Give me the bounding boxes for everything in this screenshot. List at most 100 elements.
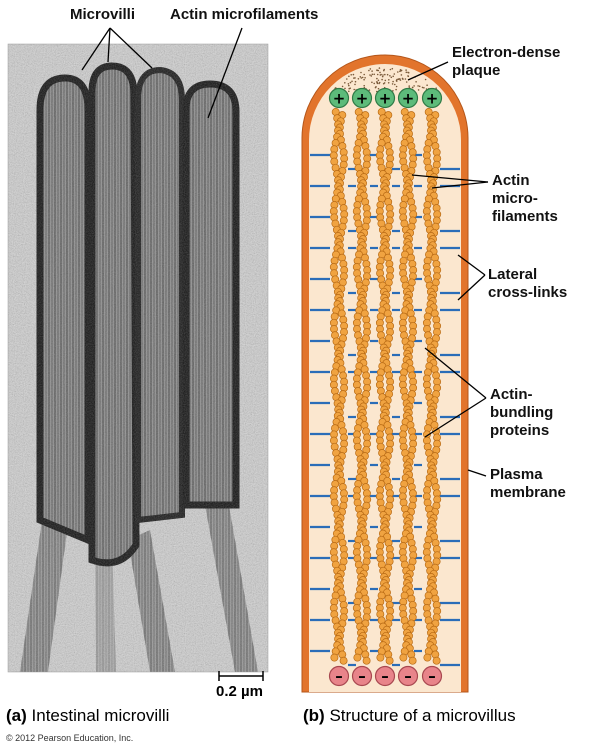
label-crosslinks-line1: Lateral bbox=[488, 266, 538, 283]
plaque-dot bbox=[371, 73, 374, 76]
actin-microfilaments bbox=[329, 108, 442, 665]
leader-lines-b bbox=[407, 61, 489, 477]
label-actin-microfilaments-a: Actin microfilaments bbox=[170, 6, 319, 23]
plaque-dot bbox=[361, 76, 364, 79]
micrograph bbox=[8, 44, 268, 672]
minus-cap-circle bbox=[351, 665, 373, 687]
plaque-dot bbox=[415, 81, 417, 83]
plaque-dot bbox=[399, 70, 401, 73]
label-microvilli: Microvilli bbox=[70, 6, 136, 23]
label-electron-dense-plaque: Electron-dense plaque bbox=[452, 44, 560, 80]
minus-end-caps: – – – – – bbox=[328, 665, 443, 687]
plaque-dot bbox=[391, 83, 394, 85]
plaque-dot bbox=[399, 79, 402, 81]
label-actin-line1: Actin bbox=[492, 172, 530, 189]
plaque-dot bbox=[348, 75, 350, 78]
plaque-dot bbox=[381, 75, 384, 78]
plaque-dot bbox=[344, 87, 346, 90]
plaque-dot bbox=[381, 78, 383, 81]
plaque-dot bbox=[373, 82, 376, 85]
plaque-dot bbox=[407, 75, 410, 78]
plus-end-cap: + bbox=[421, 87, 443, 109]
plaque-dot bbox=[379, 71, 381, 74]
plaque-dot bbox=[400, 74, 403, 76]
plaque-dot bbox=[363, 73, 366, 76]
plaque-dot bbox=[360, 77, 363, 79]
plaque-dot bbox=[417, 85, 419, 87]
plus-cap-circle bbox=[421, 87, 443, 109]
plaque-dot bbox=[357, 78, 360, 80]
plaque-dot bbox=[363, 78, 365, 81]
plaque-dot bbox=[426, 84, 428, 86]
plaque-dot bbox=[376, 77, 378, 80]
plaque-dot bbox=[376, 82, 379, 85]
plaque-dot bbox=[390, 76, 393, 79]
plus-cap-circle bbox=[328, 87, 350, 109]
plaque-dot bbox=[384, 73, 386, 76]
plus-sign: + bbox=[379, 90, 392, 108]
actin-filament bbox=[398, 108, 418, 665]
plaque-dot bbox=[360, 71, 362, 74]
minus-end-cap: – bbox=[374, 665, 396, 687]
plaque-dot bbox=[389, 68, 392, 71]
plaque-dot bbox=[392, 80, 394, 83]
actin-bead bbox=[330, 653, 339, 662]
label-crosslinks-line2: cross-links bbox=[488, 284, 568, 301]
plaque-dot bbox=[349, 81, 352, 84]
plus-end-cap: + bbox=[374, 87, 396, 109]
plaque-dot bbox=[334, 87, 337, 89]
plaque-dot bbox=[405, 71, 408, 74]
plaque-dot bbox=[392, 90, 394, 92]
plaque-dot bbox=[407, 71, 410, 74]
microvillus-diagram: + + + + + – – – – – bbox=[301, 54, 469, 693]
plaque-dot bbox=[354, 80, 357, 83]
plaque-dot bbox=[373, 73, 376, 76]
actin-filament bbox=[329, 108, 349, 665]
actin-bead bbox=[432, 656, 441, 665]
plaque-dot bbox=[397, 71, 399, 73]
plaque-dot bbox=[435, 87, 438, 89]
label-bundling-line2: bundling bbox=[490, 404, 554, 421]
plaque-dot bbox=[347, 83, 350, 85]
plaque-dot bbox=[389, 75, 391, 77]
label-actin-microfilaments-b: Actin micro- filaments bbox=[492, 172, 558, 226]
plaque-dot bbox=[349, 87, 352, 89]
minus-sign: – bbox=[428, 667, 436, 685]
electron-dense-plaque bbox=[334, 67, 438, 93]
plaque-dot bbox=[397, 78, 400, 80]
plaque-dot bbox=[405, 69, 407, 71]
caption-b-title: Structure of a microvillus bbox=[329, 706, 516, 725]
caption-a: (a) Intestinal microvilli bbox=[6, 706, 169, 726]
plaque-dot bbox=[374, 86, 377, 89]
plaque-dot bbox=[369, 68, 372, 70]
label-lateral-cross-links: Lateral cross-links bbox=[488, 266, 567, 302]
plaque-dot bbox=[417, 89, 420, 91]
label-bundling-line1: Actin- bbox=[490, 386, 533, 403]
plaque-dot bbox=[378, 81, 381, 84]
plus-sign: + bbox=[426, 90, 439, 108]
caption-a-letter: (a) bbox=[6, 706, 27, 725]
actin-bead bbox=[408, 656, 417, 665]
plaque-dot bbox=[405, 81, 408, 83]
minus-cap-circle bbox=[421, 665, 443, 687]
plaque-dot bbox=[371, 70, 373, 72]
plaque-dot bbox=[379, 74, 382, 76]
plaque-dot bbox=[375, 81, 378, 83]
minus-sign: – bbox=[335, 667, 343, 685]
caption-a-title: Intestinal microvilli bbox=[31, 706, 170, 725]
plaque-dot bbox=[354, 77, 356, 79]
plaque-dot bbox=[348, 90, 350, 93]
minus-sign: – bbox=[358, 667, 366, 685]
actin-filament bbox=[375, 108, 395, 665]
actin-filament bbox=[422, 108, 442, 665]
plaque-dot bbox=[377, 79, 380, 82]
plaque-dot bbox=[423, 87, 425, 89]
plaque-dot bbox=[378, 67, 381, 69]
plaque-dot bbox=[411, 86, 414, 89]
plaque-dot bbox=[395, 80, 398, 82]
plaque-dot bbox=[394, 83, 396, 86]
plaque-dot bbox=[371, 81, 373, 84]
plaque-dot bbox=[352, 73, 355, 76]
caption-b: (b) Structure of a microvillus bbox=[303, 706, 516, 726]
plaque-dot bbox=[370, 75, 373, 77]
